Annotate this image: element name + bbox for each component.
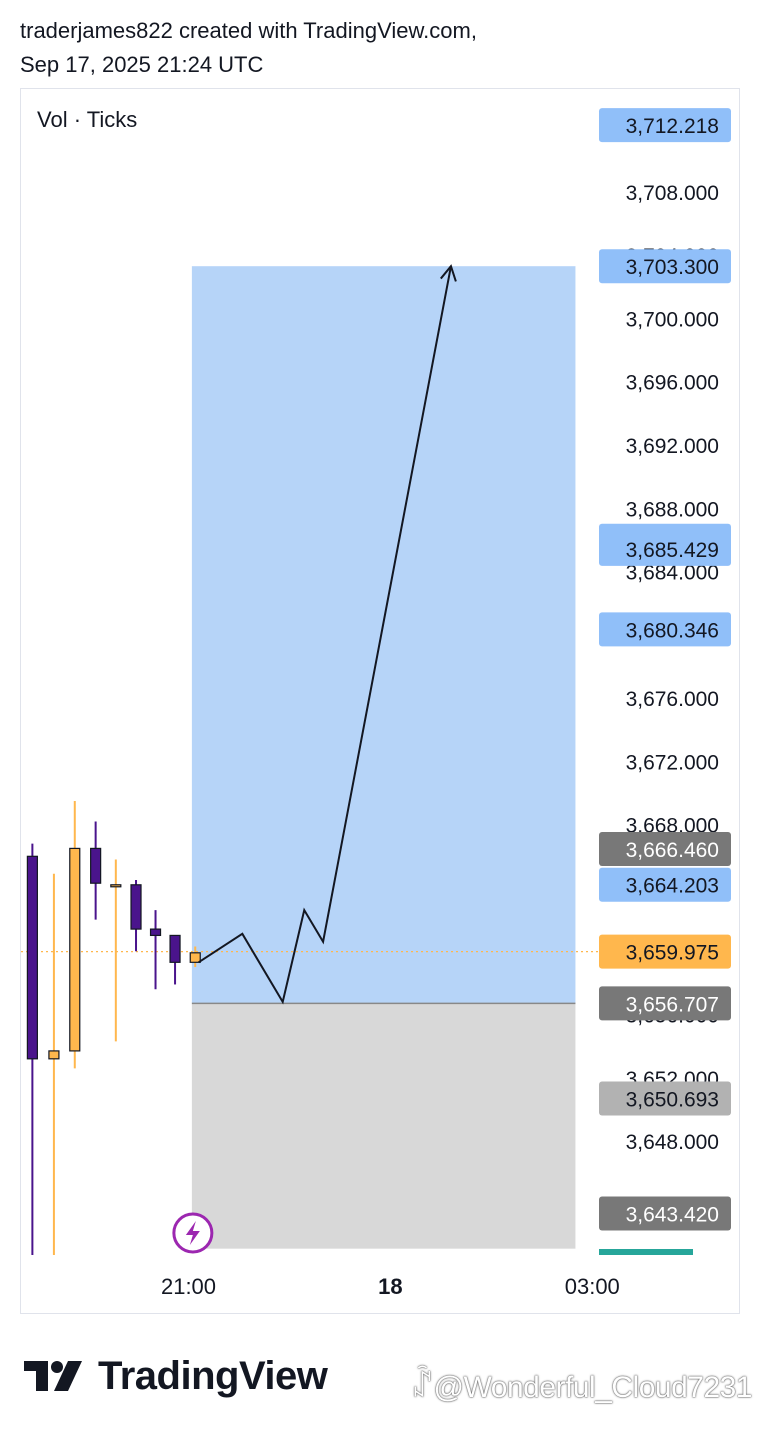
x-tick-label: 18 (378, 1274, 402, 1299)
price-label-text: 3,650.693 (626, 1088, 719, 1111)
tradingview-mark-icon (24, 1361, 82, 1391)
candle-body (110, 884, 122, 888)
price-chart[interactable]: Vol · Ticks3,708.0003,704.0003,700.0003,… (21, 89, 739, 1313)
price-label-text: 3,666.460 (626, 839, 719, 862)
candle-8 (169, 934, 181, 985)
candle-body (169, 934, 181, 963)
author-line: traderjames822 created with TradingView.… (20, 18, 477, 43)
chart-frame[interactable]: Vol · Ticks3,708.0003,704.0003,700.0003,… (20, 88, 740, 1314)
watermark: ꁳ@Wonderful_Cloud7231 (410, 1366, 753, 1405)
price-label: 3,680.346 (599, 612, 731, 647)
candle-6 (130, 880, 142, 952)
y-tick-label: 3,700.000 (626, 308, 719, 331)
price-label: 3,703.300 (599, 249, 731, 284)
y-tick-label: 3,696.000 (626, 372, 719, 395)
price-label-text: 3,712.218 (626, 115, 719, 138)
y-tick-label: 3,672.000 (626, 751, 719, 774)
price-label-text: 3,643.420 (626, 1204, 719, 1227)
candle-body (90, 847, 102, 884)
candle-5 (110, 859, 122, 1042)
price-label-text: 3,685.429 (626, 539, 719, 562)
candle-body (48, 1050, 60, 1060)
y-tick-label: 3,668.000 (626, 815, 719, 838)
candle-body (189, 952, 201, 963)
brand-name: TradingView (98, 1353, 328, 1398)
x-tick-label: 03:00 (565, 1274, 620, 1299)
forecast-path (198, 266, 452, 1005)
price-label-text: 3,656.707 (626, 993, 719, 1016)
price-label: 3,650.693 (599, 1081, 731, 1116)
timestamp-line: Sep 17, 2025 21:24 UTC (20, 52, 264, 77)
forecast-arrowhead (440, 264, 457, 282)
price-label: 3,664.203 (599, 867, 731, 902)
price-label-text: 3,703.300 (626, 256, 719, 279)
price-label: 3,659.975 (599, 934, 731, 969)
legend-label: Vol · Ticks (37, 107, 137, 132)
price-label-text: 3,659.975 (626, 942, 719, 965)
candle-9 (189, 946, 201, 968)
candle-4 (90, 821, 102, 920)
x-tick-label: 21:00 (161, 1274, 216, 1299)
y-tick-label: 3,692.000 (626, 435, 719, 458)
price-label: 3,712.218 (599, 108, 731, 143)
replay-bolt-icon[interactable] (172, 1212, 214, 1254)
y-tick-label: 3,648.000 (626, 1131, 719, 1154)
price-label: 3,643.420 (599, 1196, 731, 1231)
stop-zone (191, 1003, 576, 1249)
y-tick-label: 3,684.000 (626, 562, 719, 585)
y-tick-label: 3,688.000 (626, 498, 719, 521)
tradingview-logo[interactable]: TradingView (24, 1352, 328, 1400)
plot-area (21, 264, 599, 1255)
candle-body (149, 928, 162, 937)
candle-2 (48, 873, 60, 1255)
candle-7 (149, 910, 162, 990)
target-zone (191, 266, 576, 1004)
watermark-text: @Wonderful_Cloud7231 (433, 1371, 753, 1404)
candle-body (69, 847, 81, 1052)
price-label: 3,685.429 (599, 531, 731, 566)
price-label: 3,656.707 (599, 986, 731, 1021)
chart-header: traderjames822 created with TradingView.… (20, 14, 477, 82)
candle-3 (69, 800, 81, 1069)
price-label: 3,666.460 (599, 832, 731, 867)
candle-body (26, 855, 38, 1060)
price-label-text: 3,664.203 (626, 875, 719, 898)
y-tick-label: 3,676.000 (626, 688, 719, 711)
candle-1 (26, 843, 38, 1255)
price-label-text: 3,680.346 (626, 619, 719, 642)
y-tick-label: 3,708.000 (626, 182, 719, 205)
teal-marker (599, 1249, 693, 1255)
candle-body (130, 884, 142, 930)
watermark-glyph-icon: ꁳ (410, 1371, 434, 1404)
